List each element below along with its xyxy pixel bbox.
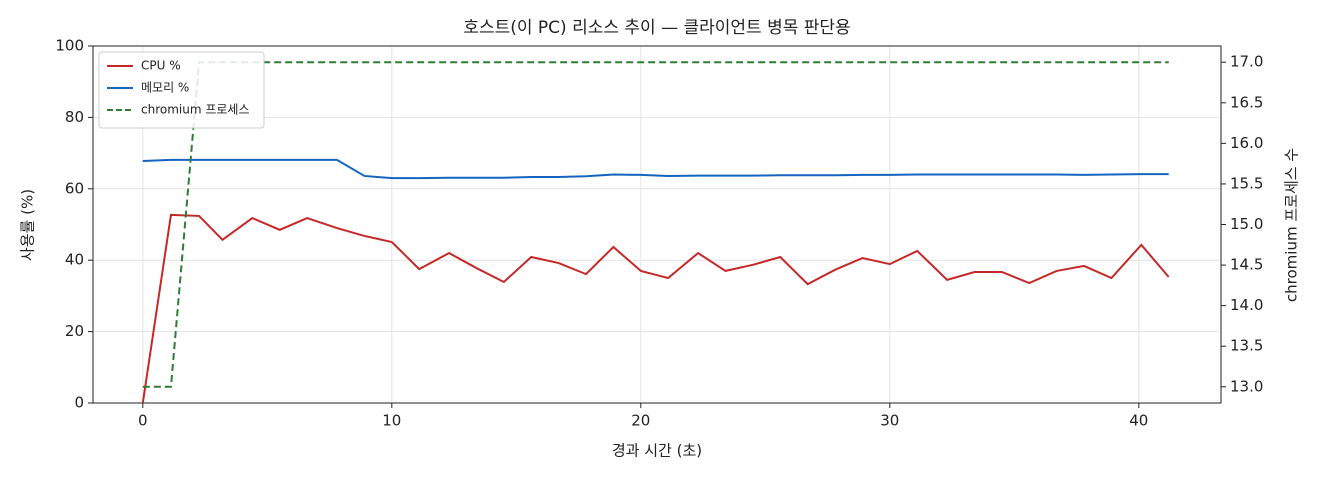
legend-label: 메모리 % [141,81,189,95]
plot-frame [92,45,1222,404]
y-tick-label: 20 [65,322,84,340]
y2-tick-label: 14.5 [1230,256,1263,274]
y-tick-label: 40 [65,251,84,269]
y2-tick-label: 15.0 [1230,215,1263,233]
y2-axis-label: chromium 프로세스 수 [1283,148,1301,302]
y-axis-label: 사용률 (%) [19,189,37,261]
y2-tick-label: 17.0 [1230,53,1263,71]
legend-label: chromium 프로세스 [141,103,250,117]
y2-tick-label: 16.5 [1230,93,1263,111]
y-tick-label: 100 [55,37,84,55]
x-tick-label: 10 [382,412,401,430]
x-tick-label: 40 [1129,412,1148,430]
y2-tick-label: 13.0 [1230,377,1263,395]
legend: CPU % 메모리 % chromium 프로세스 [98,51,265,129]
y-tick-label: 0 [74,394,84,412]
y2-tick-label: 15.5 [1230,174,1263,192]
series-line [141,213,1170,404]
y2-tick-label: 16.0 [1230,134,1263,152]
legend-box [98,51,265,129]
chart-title: 호스트(이 PC) 리소스 추이 — 클라이언트 병목 판단용 [463,18,850,38]
x-tick-label: 30 [880,412,899,430]
y-tick-label: 60 [65,179,84,197]
x-tick-label: 20 [631,412,650,430]
legend-label: CPU % [141,59,181,73]
y2-tick-label: 14.0 [1230,296,1263,314]
x-tick-label: 0 [138,412,148,430]
x-axis-label: 경과 시간 (초) [612,442,702,460]
y-tick-label: 80 [65,108,84,126]
series-line [142,158,1169,180]
series-line [142,61,1169,388]
y2-tick-label: 13.5 [1230,337,1263,355]
